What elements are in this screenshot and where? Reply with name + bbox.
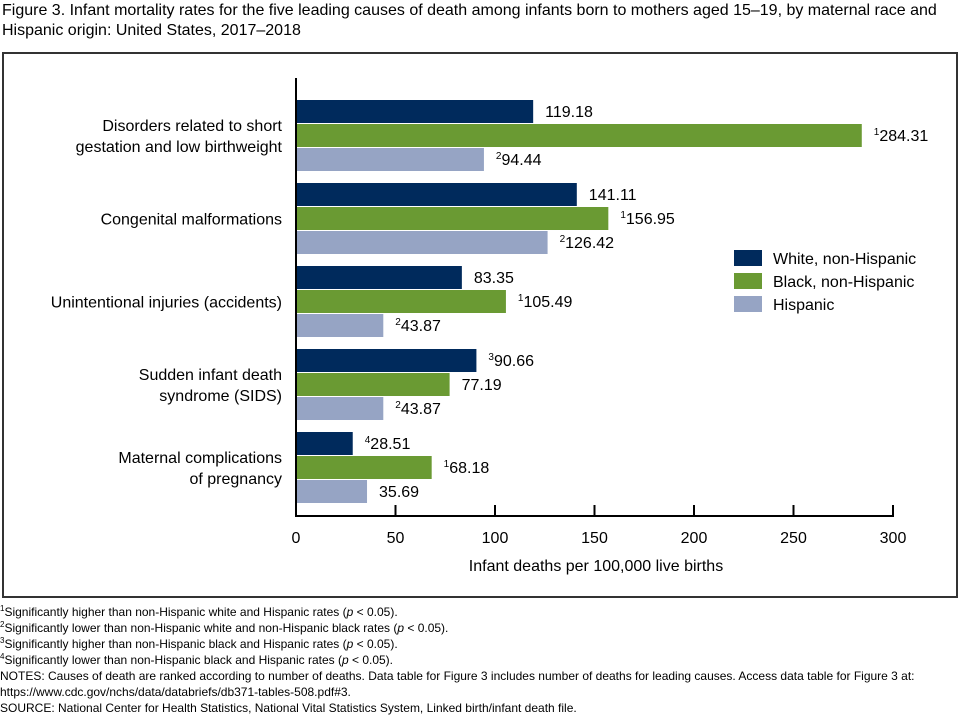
source-text: SOURCE: National Center for Health Stati… bbox=[0, 701, 577, 715]
tick-label: 200 bbox=[681, 530, 708, 547]
value-label: 243.87 bbox=[395, 400, 441, 418]
bar-chart: 119.18 1284.31 294.44 141.11 1156.95 2126.42 8… bbox=[51, 78, 929, 575]
bar bbox=[297, 432, 353, 455]
bar bbox=[297, 290, 506, 313]
tick-label: 100 bbox=[482, 530, 509, 547]
footnote: 3Significantly higher than non-Hispanic … bbox=[0, 636, 398, 652]
value-label: 294.44 bbox=[496, 151, 542, 169]
tick-label: 300 bbox=[880, 530, 907, 547]
notes-section: 1Significantly higher than non-Hispanic … bbox=[0, 604, 958, 716]
category-label: Unintentional injuries (accidents) bbox=[51, 295, 282, 312]
legend-swatch bbox=[734, 250, 762, 266]
footnote-mark: 1 bbox=[444, 459, 450, 470]
chart-frame bbox=[2, 52, 958, 598]
bar bbox=[297, 183, 577, 206]
value-label: 119.18 bbox=[545, 104, 593, 121]
value-label: 77.19 bbox=[462, 377, 502, 394]
bar bbox=[297, 231, 548, 254]
legend-label: Black, non-Hispanic bbox=[773, 274, 914, 291]
value-label: 168.18 bbox=[444, 459, 490, 477]
value-label: 83.35 bbox=[474, 270, 514, 287]
bar bbox=[297, 373, 450, 396]
value-label: 1284.31 bbox=[874, 127, 929, 145]
tick-label: 150 bbox=[581, 530, 608, 547]
figure-title: Figure 3. Infant mortality rates for the… bbox=[2, 2, 937, 39]
value-label: 1156.95 bbox=[620, 210, 675, 228]
footnote: 1Significantly higher than non-Hispanic … bbox=[0, 604, 398, 620]
footnote-mark: 2 bbox=[395, 317, 401, 328]
value-label: 2126.42 bbox=[560, 234, 615, 252]
tick-label: 50 bbox=[387, 530, 405, 547]
footnote-mark: 2 bbox=[560, 234, 566, 245]
bar bbox=[297, 207, 609, 230]
bar bbox=[297, 397, 384, 420]
category-label: Congenital malformations bbox=[101, 212, 282, 229]
bar bbox=[297, 349, 477, 372]
category-labels-layer: Disorders related to short gestation and … bbox=[51, 118, 283, 488]
value-label: 390.66 bbox=[488, 352, 534, 370]
x-axis: 0 50 100 150 200 250 300 bbox=[292, 78, 907, 547]
value-label: 35.69 bbox=[379, 484, 419, 501]
tick-label: 0 bbox=[292, 530, 301, 547]
legend: White, non-Hispanic Black, non-Hispanic Hi… bbox=[734, 250, 916, 314]
bar bbox=[297, 124, 862, 147]
value-label: 141.11 bbox=[589, 187, 637, 204]
footnote: 2Significantly lower than non-Hispanic w… bbox=[0, 620, 449, 636]
footnote-mark: 1 bbox=[620, 210, 626, 221]
category-label: Maternal complications of pregnancy bbox=[118, 450, 282, 488]
legend-swatch bbox=[734, 273, 762, 289]
bars-layer bbox=[297, 100, 862, 503]
value-labels-layer: 119.18 1284.31 294.44 141.11 1156.95 2126.42 8… bbox=[365, 104, 929, 501]
x-axis-title: Infant deaths per 100,000 live births bbox=[469, 558, 723, 575]
bar bbox=[297, 100, 534, 123]
bar bbox=[297, 456, 432, 479]
footnote-mark: 1 bbox=[874, 127, 880, 138]
value-label: 243.87 bbox=[395, 317, 441, 335]
bar bbox=[297, 266, 462, 289]
footnote-mark: 3 bbox=[488, 352, 494, 363]
footnote: 4Significantly lower than non-Hispanic b… bbox=[0, 652, 394, 668]
bar bbox=[297, 480, 368, 503]
legend-label: White, non-Hispanic bbox=[773, 251, 916, 268]
legend-label: Hispanic bbox=[773, 297, 834, 314]
footnotes-list: 1Significantly higher than non-Hispanic … bbox=[0, 604, 958, 668]
bar bbox=[297, 148, 484, 171]
footnote-mark: 2 bbox=[395, 400, 401, 411]
category-label: Disorders related to short gestation and … bbox=[76, 118, 283, 156]
tick-label: 250 bbox=[780, 530, 807, 547]
notes-text: NOTES: Causes of death are ranked accord… bbox=[0, 669, 915, 699]
footnote-mark: 4 bbox=[365, 435, 371, 446]
value-label: 1105.49 bbox=[518, 293, 573, 311]
footnote-mark: 1 bbox=[518, 293, 524, 304]
footnote-mark: 2 bbox=[496, 151, 502, 162]
value-label: 428.51 bbox=[365, 435, 411, 453]
bar bbox=[297, 314, 384, 337]
legend-swatch bbox=[734, 296, 762, 312]
category-label: Sudden infant death syndrome (SIDS) bbox=[139, 367, 282, 405]
